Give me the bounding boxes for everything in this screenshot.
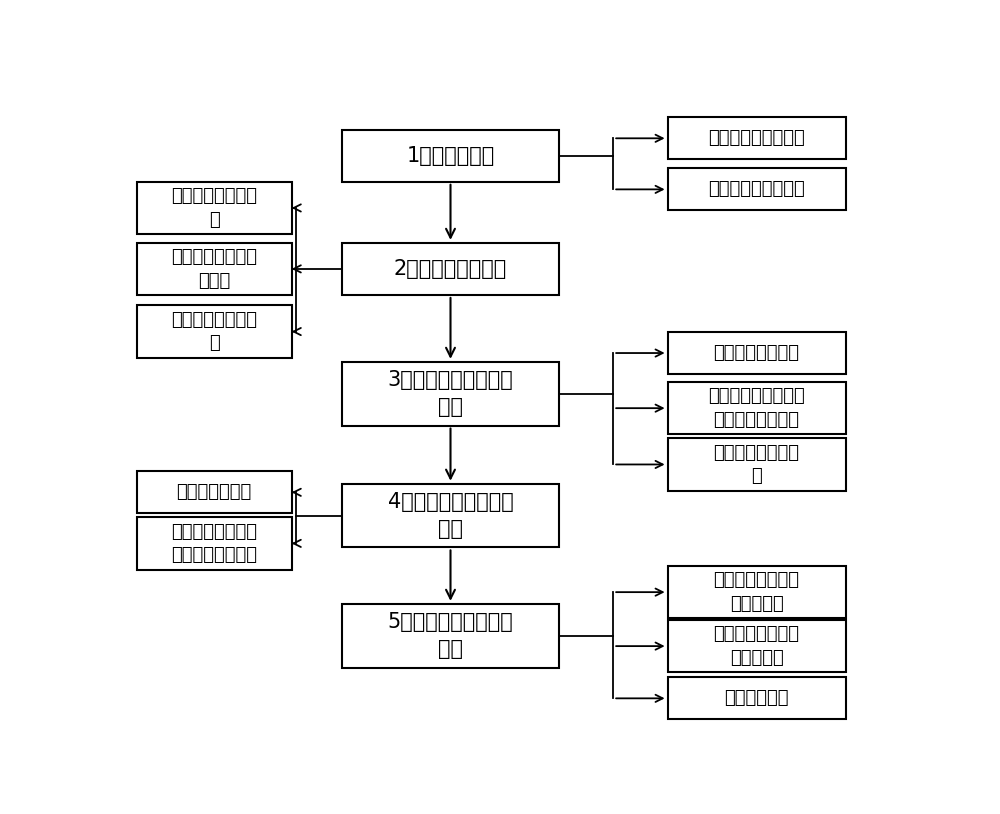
Bar bbox=[668, 168, 846, 210]
Text: 导向测位板导向定
位: 导向测位板导向定 位 bbox=[171, 311, 257, 352]
Bar bbox=[668, 566, 846, 619]
Text: 压注防护液体: 压注防护液体 bbox=[724, 689, 789, 707]
Text: 5）、声测管端头保护
施工: 5）、声测管端头保护 施工 bbox=[388, 612, 513, 659]
Bar bbox=[137, 243, 292, 295]
Bar bbox=[668, 677, 846, 720]
Bar bbox=[342, 604, 559, 667]
Text: 将测管定位环箍与钉
筋笼纵向钉筋连接: 将测管定位环箍与钉 筋笼纵向钉筋连接 bbox=[708, 387, 805, 429]
Text: 准备施工装置、材料: 准备施工装置、材料 bbox=[708, 181, 805, 199]
Bar bbox=[668, 439, 846, 491]
Text: 2）、声测管预组装: 2）、声测管预组装 bbox=[394, 259, 507, 279]
Bar bbox=[137, 471, 292, 513]
Text: 确定声测管布设要求: 确定声测管布设要求 bbox=[708, 129, 805, 147]
Text: 3）、声测管与钉筋笼
连接: 3）、声测管与钉筋笼 连接 bbox=[388, 370, 513, 417]
Bar bbox=[137, 517, 292, 570]
Bar bbox=[137, 305, 292, 357]
Text: 内置支撑体提供内
撑: 内置支撑体提供内 撑 bbox=[171, 187, 257, 229]
Bar bbox=[668, 382, 846, 435]
Bar bbox=[137, 182, 292, 234]
Text: 设置第一密闭环和
第二密闭环: 设置第一密闭环和 第二密闭环 bbox=[714, 625, 800, 667]
Text: 设置第一防堵塞和
第二防堵塞: 设置第一防堵塞和 第二防堵塞 bbox=[714, 571, 800, 613]
Bar bbox=[342, 129, 559, 182]
Bar bbox=[668, 117, 846, 160]
Bar bbox=[342, 361, 559, 426]
Text: 导向测位板导向校
位: 导向测位板导向校 位 bbox=[714, 444, 800, 485]
Text: 压注囊袋填充体: 压注囊袋填充体 bbox=[176, 484, 252, 501]
Text: 4）、声测管裂缝封堵
处理: 4）、声测管裂缝封堵 处理 bbox=[388, 492, 513, 539]
Bar bbox=[342, 484, 559, 548]
Text: 设置测管定位环箍: 设置测管定位环箍 bbox=[714, 344, 800, 362]
Bar bbox=[342, 243, 559, 295]
Bar bbox=[668, 620, 846, 672]
Text: 1）、施工准备: 1）、施工准备 bbox=[406, 146, 495, 166]
Text: 使内撑囊袋外侧壁
与声测管紧密贴合: 使内撑囊袋外侧壁 与声测管紧密贴合 bbox=[171, 523, 257, 564]
Bar bbox=[668, 332, 846, 374]
Text: 外包限位体进行外
包限位: 外包限位体进行外 包限位 bbox=[171, 248, 257, 290]
